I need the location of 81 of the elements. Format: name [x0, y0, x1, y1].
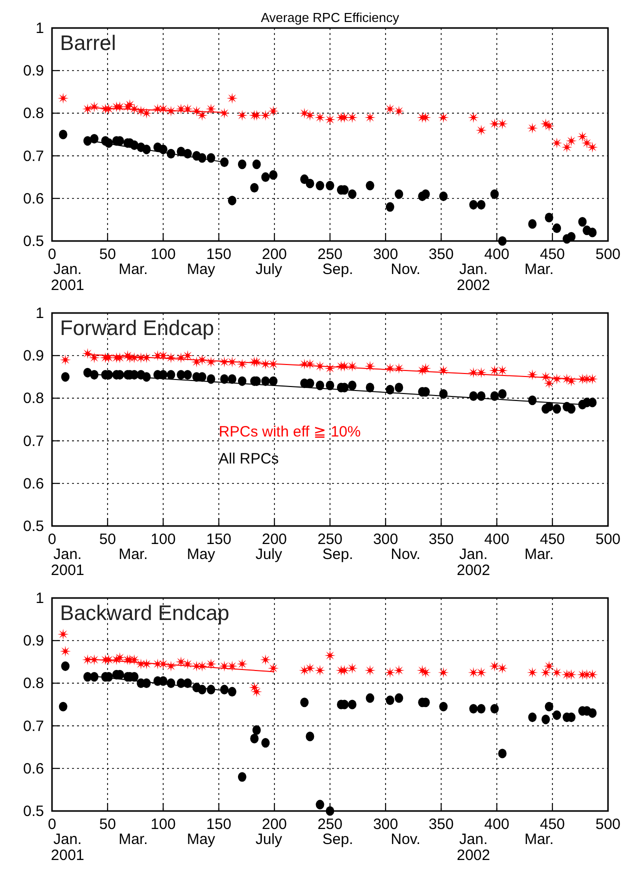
x-tick-label: 250	[317, 246, 343, 263]
x-tick-label: 200	[262, 246, 287, 263]
x-tick-label: 350	[428, 246, 454, 263]
x-tick-label: 500	[595, 531, 621, 548]
y-tick-label: 0.5	[23, 233, 44, 250]
x-tick-label: 450	[540, 246, 565, 263]
x-tick-label: 100	[150, 246, 176, 263]
x2-tick-label: Mar.	[118, 261, 148, 278]
x2-tick-label: Nov.	[390, 831, 420, 848]
x-tick-label: 100	[150, 531, 176, 548]
x-tick-label: 0	[48, 531, 56, 548]
y-tick-label: 0.7	[23, 432, 44, 450]
x2-tick-label: May	[186, 831, 216, 848]
y-tick-label: 0.6	[23, 760, 44, 778]
x-tick-label: 400	[484, 531, 510, 548]
x-tick-label: 400	[484, 816, 510, 833]
x2-tick-label: Jan. 2002	[456, 831, 490, 864]
x-tick-label: 0	[48, 246, 56, 263]
x-tick-label: 300	[373, 816, 398, 833]
x2-tick-label: May	[186, 261, 216, 278]
x2-tick-label: Sep.	[322, 261, 354, 278]
x-tick-label: 150	[206, 531, 232, 548]
chart-subtitle: Forward Endcap	[60, 317, 214, 340]
x2-tick-label: Mar.	[524, 831, 554, 848]
y-tick-label: 0.7	[23, 148, 44, 165]
x-tick-label: 400	[484, 246, 510, 263]
x-tick-label: 300	[373, 246, 398, 263]
x2-tick-label: Mar.	[524, 546, 554, 563]
y-tick-label: 0.8	[23, 105, 44, 122]
x2-tick-label: Jan. 2001	[50, 831, 84, 864]
y-tick-label: 0.9	[23, 348, 44, 365]
x2-tick-label: July	[255, 831, 283, 848]
x-tick-label: 450	[540, 531, 565, 548]
y-tick-label: 0.9	[23, 62, 44, 80]
x-tick-label: 500	[595, 246, 621, 263]
y-tick-label: 0.5	[23, 803, 44, 820]
x-tick-label: 100	[150, 816, 176, 833]
chart-subtitle: Backward Endcap	[60, 602, 230, 625]
chart-subtitle: Barrel	[60, 32, 116, 55]
x2-tick-label: May	[186, 546, 216, 563]
y-tick-label: 0.6	[23, 190, 44, 208]
x2-tick-label: Mar.	[118, 831, 148, 848]
y-tick-label: 0.5	[23, 518, 44, 535]
x-tick-label: 250	[317, 816, 343, 833]
x-tick-label: 350	[428, 531, 454, 548]
text: All RPCs	[218, 450, 279, 468]
y-tick-label: 1	[36, 305, 44, 322]
x2-tick-label: Nov.	[390, 261, 420, 278]
x2-tick-label: Mar.	[118, 546, 148, 563]
y-tick-label: 1	[36, 20, 44, 37]
x-tick-label: 250	[317, 531, 343, 548]
y-tick-label: 1	[36, 590, 44, 607]
x2-tick-label: Sep.	[322, 831, 354, 848]
x2-tick-label: July	[255, 546, 283, 563]
x-tick-label: 50	[99, 816, 116, 833]
x-tick-label: 450	[540, 816, 565, 833]
x2-tick-label: Jan. 2001	[50, 261, 84, 294]
y-tick-label: 0.8	[23, 390, 44, 408]
x-tick-label: 0	[48, 816, 56, 833]
x2-tick-label: Jan. 2001	[50, 546, 84, 579]
text: RPCs with eff ≧ 10%	[218, 424, 361, 441]
y-tick-label: 0.9	[23, 632, 44, 650]
x-tick-label: 150	[206, 246, 232, 263]
x-tick-label: 500	[595, 816, 621, 833]
x2-tick-label: Mar.	[524, 261, 554, 278]
y-tick-label: 0.7	[23, 718, 44, 735]
x-tick-label: 200	[262, 816, 287, 833]
x2-tick-label: Jan. 2002	[456, 546, 490, 579]
x-tick-label: 300	[373, 531, 398, 548]
x2-tick-label: July	[255, 261, 283, 278]
x-tick-label: 200	[262, 531, 287, 548]
x-tick-label: 50	[99, 246, 116, 263]
y-tick-label: 0.6	[23, 475, 44, 492]
y-tick-label: 0.8	[23, 675, 44, 692]
x2-tick-label: Sep.	[322, 546, 354, 563]
x-tick-label: 150	[206, 816, 232, 833]
chart-title: Average RPC Efficiency	[260, 10, 400, 25]
x2-tick-label: Nov.	[390, 546, 420, 563]
x-tick-label: 50	[99, 531, 116, 548]
x2-tick-label: Jan. 2002	[456, 261, 490, 294]
x-tick-label: 350	[428, 816, 454, 833]
